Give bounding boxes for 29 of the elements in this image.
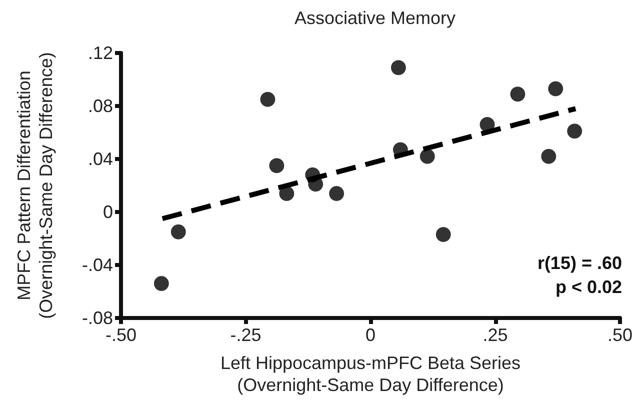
x-axis-title: Left Hippocampus-mPFC Beta Series (Overnight-Same Day Difference) (220, 353, 521, 395)
point (390, 60, 406, 76)
x-tick-label: -.25 (230, 325, 262, 345)
y-tick-label: -.08 (82, 308, 113, 328)
point (510, 86, 526, 102)
annotation: p < 0.02 (555, 277, 622, 297)
point (329, 186, 344, 201)
x-tick-label: 0 (365, 325, 376, 345)
y-tick-label: .08 (88, 96, 113, 116)
y-tick-label: .04 (88, 149, 113, 169)
chart-title: Associative Memory (294, 8, 456, 28)
point (548, 81, 564, 96)
point (170, 224, 186, 240)
point (269, 158, 284, 174)
point (436, 227, 451, 242)
point (260, 92, 276, 107)
annotation: r(15) = .60 (537, 253, 622, 273)
y-axis-title: MPFC Pattern Differentiation (Overnight-Same Day Difference) (14, 52, 56, 319)
y-tick-label: 0 (102, 202, 113, 222)
x-tick-label: .25 (482, 325, 508, 345)
point (541, 148, 556, 164)
point (420, 148, 435, 164)
point (279, 186, 294, 201)
point (154, 276, 169, 292)
point (567, 124, 582, 139)
y-tick-label: -.04 (82, 255, 113, 275)
x-tick-label: -.50 (105, 325, 137, 345)
y-tick-label: .12 (88, 43, 113, 63)
x-tick-label: .50 (607, 325, 633, 345)
